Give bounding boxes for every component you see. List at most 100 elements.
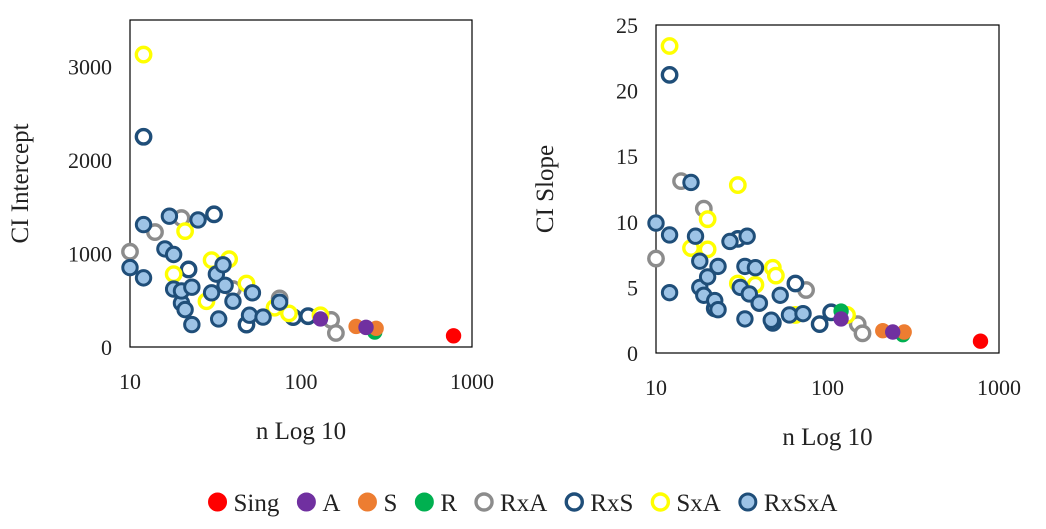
x-tick-label: 100 xyxy=(811,375,844,400)
point-rxsxa xyxy=(771,286,789,304)
point-rxsxa xyxy=(270,293,289,311)
point-rxsxa xyxy=(121,258,139,277)
point-sxa xyxy=(660,37,679,55)
y-tick-label: 10 xyxy=(616,210,638,235)
point-rxs xyxy=(205,205,223,224)
x-axis-label: n Log 10 xyxy=(256,418,346,445)
legend-label-a: A xyxy=(322,490,340,517)
point-rxsxa xyxy=(164,245,183,264)
point-rxs xyxy=(810,315,829,334)
point-rxsxa xyxy=(736,310,754,328)
y-tick-label: 20 xyxy=(616,79,638,104)
legend-marker-r xyxy=(414,492,434,512)
point-rxsxa xyxy=(189,211,207,229)
point-sxa xyxy=(698,210,717,229)
y-tick-label: 5 xyxy=(627,275,638,300)
point-sing xyxy=(445,328,462,344)
legend-marker-rxa xyxy=(474,492,494,512)
y-tick-label: 0 xyxy=(627,341,638,366)
point-a xyxy=(358,319,374,336)
point-rxsxa xyxy=(691,252,709,270)
y-tick-label: 2000 xyxy=(68,148,112,173)
point-sxa xyxy=(728,176,747,194)
point-rxs xyxy=(786,274,805,293)
x-tick-label: 10 xyxy=(119,369,141,394)
point-a xyxy=(833,311,849,327)
point-sxa xyxy=(698,240,717,259)
chart-left-intercept: 0 1000 2000 3000 10 100 1000 n Log 10 CI Interce… xyxy=(7,19,494,445)
point-rxa xyxy=(853,324,872,343)
point-rxsxa xyxy=(762,311,780,329)
legend-marker-sing xyxy=(208,492,228,512)
point-rxsxa xyxy=(709,257,727,276)
point-rxsxa xyxy=(224,292,242,310)
point-rxsxa xyxy=(176,300,194,319)
point-rxs xyxy=(660,65,679,84)
point-sxa xyxy=(176,222,194,241)
point-rxsxa xyxy=(738,227,756,245)
legend-label-rxa: RxA xyxy=(500,490,547,517)
point-rxsxa xyxy=(682,173,700,192)
legend-label-rxsxa: RxSxA xyxy=(764,490,838,517)
x-tick-label: 1000 xyxy=(450,369,494,394)
point-sxa xyxy=(134,45,153,64)
y-tick-label: 3000 xyxy=(68,55,112,80)
legend-marker-rxsxa xyxy=(738,492,758,512)
chart-right-slope: 0 5 10 15 20 25 10 100 1000 n Log 10 CI Slope xyxy=(532,13,1021,451)
point-rxsxa xyxy=(216,276,234,295)
y-tick-label: 15 xyxy=(616,144,638,169)
point-rxsxa xyxy=(647,214,665,232)
point-rxsxa xyxy=(134,269,153,287)
legend-marker-s xyxy=(357,492,377,512)
plot-area xyxy=(129,19,473,348)
point-rxa xyxy=(647,249,665,268)
legend-label-rxs: RxS xyxy=(590,490,633,517)
point-rxsxa xyxy=(660,226,679,244)
legend-label-sxa: SxA xyxy=(676,490,720,517)
legend-marker-a xyxy=(296,492,316,512)
point-rxsxa xyxy=(240,306,259,324)
x-tick-label: 1000 xyxy=(977,375,1021,400)
legend: Sing A S R RxA RxS SxA RxSxA xyxy=(208,490,838,517)
plot-area xyxy=(655,24,1000,354)
point-rxsxa xyxy=(243,284,262,302)
y-tick-label: 0 xyxy=(101,335,112,360)
legend-label-r: R xyxy=(440,490,457,517)
point-rxsxa xyxy=(750,294,768,312)
point-rxa xyxy=(327,324,345,342)
point-a xyxy=(885,324,901,340)
point-rxs xyxy=(134,127,153,146)
point-rxsxa xyxy=(698,268,717,286)
point-rxsxa xyxy=(721,232,739,251)
y-axis-label: CI Slope xyxy=(532,145,559,233)
point-rxsxa xyxy=(134,215,153,234)
legend-label-s: S xyxy=(383,490,397,517)
x-tick-label: 10 xyxy=(645,375,667,400)
point-rxs xyxy=(179,260,198,279)
point-sing xyxy=(972,333,989,349)
point-sxa xyxy=(164,265,183,284)
point-rxsxa xyxy=(746,259,765,277)
legend-label-sing: Sing xyxy=(234,490,280,517)
point-rxsxa xyxy=(660,283,679,302)
point-rxsxa xyxy=(183,278,201,296)
point-rxsxa xyxy=(183,315,201,334)
y-tick-label: 1000 xyxy=(68,242,112,267)
point-sxa xyxy=(280,304,298,323)
y-tick-label: 25 xyxy=(616,13,638,38)
point-rxsxa xyxy=(214,256,232,274)
point-rxsxa xyxy=(686,227,705,245)
point-rxsxa xyxy=(209,310,228,328)
y-axis-label: CI Intercept xyxy=(7,123,34,243)
point-rxsxa xyxy=(709,301,727,319)
x-axis-label: n Log 10 xyxy=(782,424,872,451)
legend-marker-rxs xyxy=(564,492,584,512)
point-rxa xyxy=(121,242,139,261)
point-rxsxa xyxy=(160,207,179,225)
point-a xyxy=(312,311,329,327)
legend-marker-sxa xyxy=(650,492,671,512)
point-rxsxa xyxy=(794,304,812,323)
point-rxsxa xyxy=(254,308,272,326)
point-rxsxa xyxy=(202,284,221,302)
